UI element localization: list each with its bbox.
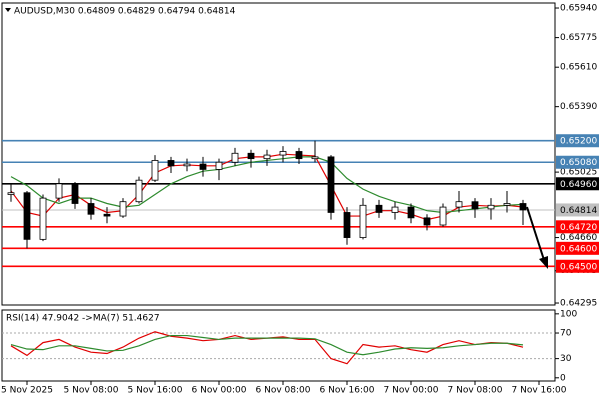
x-tick-label: 7 Nov 16:00 bbox=[512, 386, 567, 396]
x-tick-label: 5 Nov 16:00 bbox=[128, 386, 183, 396]
level-label-box bbox=[556, 155, 599, 169]
level-label-box bbox=[556, 259, 599, 273]
level-label-box bbox=[556, 220, 599, 234]
y-tick-label: 0.65025 bbox=[560, 168, 597, 178]
candle-body bbox=[135, 179, 143, 203]
x-tick-label: 7 Nov 00:00 bbox=[384, 386, 439, 396]
candle-body bbox=[119, 201, 127, 217]
level-label-box bbox=[556, 177, 599, 191]
y-tick-label: 70 bbox=[560, 329, 572, 339]
candle-body bbox=[215, 161, 223, 170]
level-label-box bbox=[556, 134, 599, 148]
level-label: 0.64960 bbox=[560, 180, 597, 190]
title-marker bbox=[5, 8, 11, 12]
x-tick-label: 5 Nov 2025 bbox=[1, 386, 53, 396]
candle-body bbox=[471, 201, 479, 210]
last-price-box bbox=[556, 203, 599, 217]
candle-body bbox=[183, 163, 191, 167]
y-tick-label: 30 bbox=[560, 354, 572, 364]
candle-body bbox=[7, 192, 15, 195]
candle-body bbox=[311, 156, 319, 160]
candle-body bbox=[71, 183, 79, 204]
last-price-label: 0.64814 bbox=[560, 206, 597, 216]
candle-body bbox=[375, 204, 383, 213]
level-label: 0.64600 bbox=[560, 244, 597, 254]
level-label-box bbox=[556, 241, 599, 255]
x-tick-label: 6 Nov 00:00 bbox=[192, 386, 247, 396]
rsi-title: RSI(14) 47.9042 ->MA(7) 51.4627 bbox=[6, 314, 160, 324]
plot-layer: 0.65940 0.65775 0.65610 0.65390 0.65025 0.646… bbox=[1, 4, 599, 396]
candle-body bbox=[295, 151, 303, 160]
candle-body bbox=[231, 152, 239, 163]
candle-body bbox=[263, 154, 271, 160]
forecast-arrow bbox=[526, 206, 545, 261]
candle-body bbox=[327, 156, 335, 213]
candle-body bbox=[423, 217, 431, 226]
y-tick-label: 0.65940 bbox=[560, 4, 597, 14]
y-tick-label: 100 bbox=[560, 309, 577, 319]
level-label: 0.65080 bbox=[560, 158, 597, 168]
candle-body bbox=[359, 204, 367, 238]
candle-body bbox=[519, 203, 527, 211]
level-label: 0.64720 bbox=[560, 223, 597, 233]
chart-title: AUDUSD,M30 0.64809 0.64829 0.64794 0.648… bbox=[14, 7, 236, 17]
candle-body bbox=[103, 213, 111, 217]
y-tick-label: 0.64660 bbox=[560, 233, 597, 243]
candle-body bbox=[343, 212, 351, 238]
candle-body bbox=[503, 203, 511, 206]
y-tick-label: 0.65775 bbox=[560, 33, 597, 43]
candle-body bbox=[199, 163, 207, 170]
candle-body bbox=[407, 206, 415, 219]
indicator-line bbox=[10, 334, 524, 356]
candle-body bbox=[87, 203, 95, 215]
main-panel bbox=[1, 2, 556, 306]
forecast-arrow-head bbox=[539, 256, 548, 269]
x-tick-label: 7 Nov 08:00 bbox=[448, 386, 503, 396]
candle-body bbox=[439, 206, 447, 226]
candle-body bbox=[455, 201, 463, 208]
y-tick-label: 0.65610 bbox=[560, 63, 597, 73]
candle-body bbox=[23, 192, 31, 240]
level-label: 0.64500 bbox=[560, 262, 597, 272]
y-tick-label: 0 bbox=[560, 373, 566, 383]
candle-body bbox=[487, 204, 495, 210]
x-tick-label: 6 Nov 16:00 bbox=[320, 386, 375, 396]
candle-body bbox=[391, 206, 399, 213]
candle-body bbox=[55, 183, 63, 199]
candle-body bbox=[39, 197, 47, 240]
candle-body bbox=[279, 151, 287, 156]
y-tick-label: 0.65390 bbox=[560, 102, 597, 112]
candle-body bbox=[247, 152, 255, 160]
x-tick-label: 6 Nov 08:00 bbox=[256, 386, 311, 396]
y-tick-label: 0.64295 bbox=[560, 299, 597, 309]
x-tick-label: 5 Nov 08:00 bbox=[64, 386, 119, 396]
candle-body bbox=[167, 160, 175, 167]
level-label: 0.65200 bbox=[560, 137, 597, 147]
candle-body bbox=[151, 160, 159, 181]
